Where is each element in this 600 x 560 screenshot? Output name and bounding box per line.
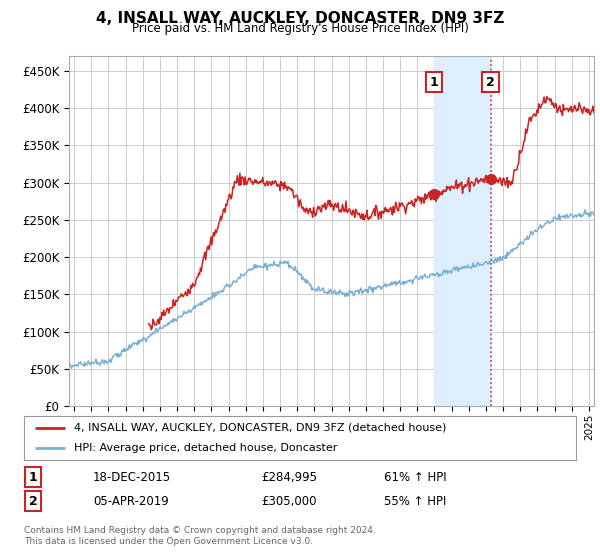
Text: 61% ↑ HPI: 61% ↑ HPI — [384, 470, 446, 484]
Text: 2: 2 — [486, 76, 495, 88]
Text: 55% ↑ HPI: 55% ↑ HPI — [384, 494, 446, 508]
Text: Contains HM Land Registry data © Crown copyright and database right 2024.
This d: Contains HM Land Registry data © Crown c… — [24, 526, 376, 546]
Text: Price paid vs. HM Land Registry's House Price Index (HPI): Price paid vs. HM Land Registry's House … — [131, 22, 469, 35]
Text: 1: 1 — [29, 470, 37, 484]
Text: HPI: Average price, detached house, Doncaster: HPI: Average price, detached house, Donc… — [74, 443, 337, 453]
Text: £284,995: £284,995 — [261, 470, 317, 484]
Text: 18-DEC-2015: 18-DEC-2015 — [93, 470, 171, 484]
Bar — [434, 56, 491, 406]
Text: 05-APR-2019: 05-APR-2019 — [93, 494, 169, 508]
Text: 4, INSALL WAY, AUCKLEY, DONCASTER, DN9 3FZ (detached house): 4, INSALL WAY, AUCKLEY, DONCASTER, DN9 3… — [74, 423, 446, 433]
Text: 1: 1 — [430, 76, 438, 88]
Text: 2: 2 — [29, 494, 37, 508]
Text: £305,000: £305,000 — [261, 494, 317, 508]
Text: 4, INSALL WAY, AUCKLEY, DONCASTER, DN9 3FZ: 4, INSALL WAY, AUCKLEY, DONCASTER, DN9 3… — [96, 11, 504, 26]
